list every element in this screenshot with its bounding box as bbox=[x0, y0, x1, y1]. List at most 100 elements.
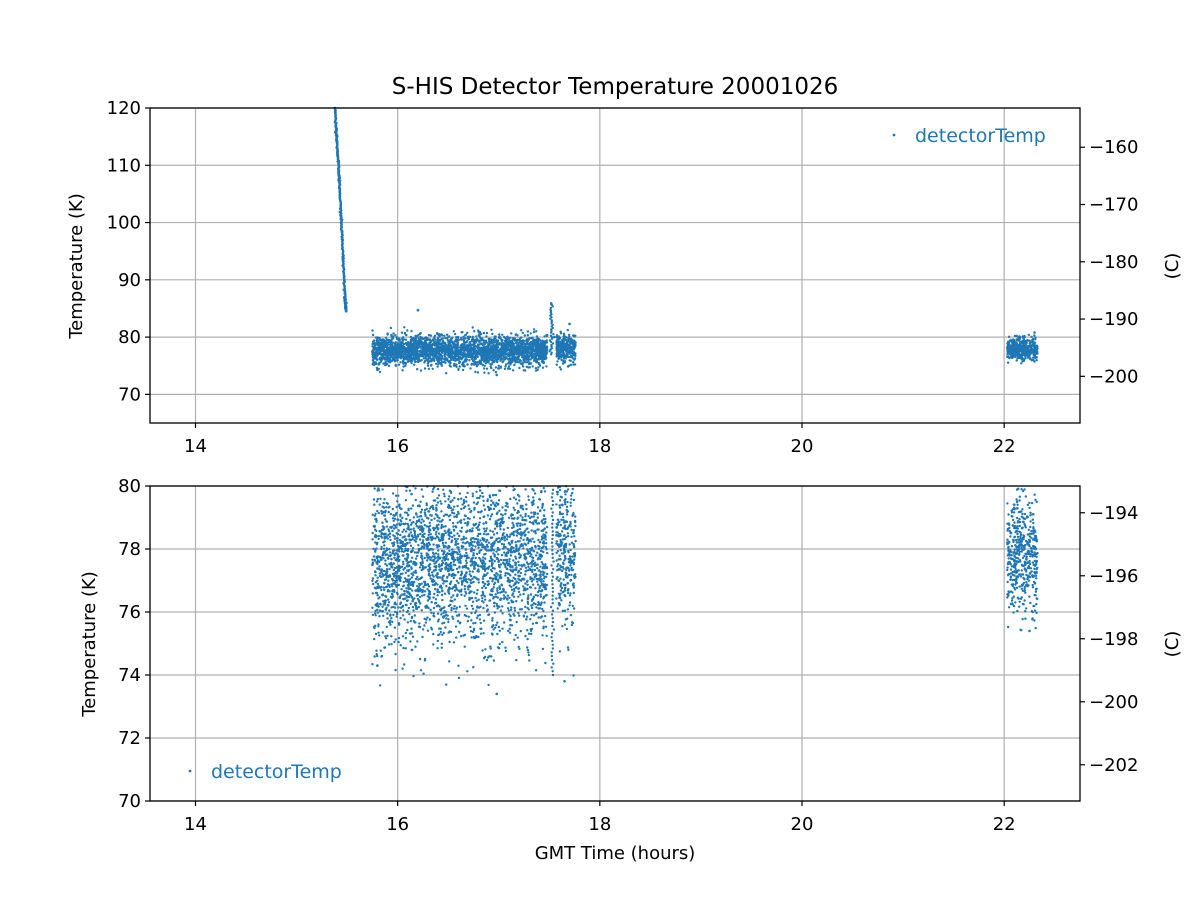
data-point bbox=[387, 364, 391, 368]
data-point bbox=[550, 351, 553, 354]
data-point bbox=[518, 647, 521, 650]
data-point bbox=[440, 345, 443, 348]
data-point bbox=[545, 350, 548, 353]
data-point bbox=[427, 367, 431, 370]
data-point bbox=[482, 522, 485, 525]
data-point bbox=[437, 347, 440, 350]
data-point bbox=[558, 366, 562, 369]
data-point bbox=[519, 524, 522, 527]
data-point bbox=[512, 496, 516, 499]
data-point bbox=[474, 360, 477, 364]
data-point bbox=[494, 370, 498, 374]
data-point bbox=[377, 537, 380, 541]
data-point bbox=[402, 338, 406, 341]
data-point bbox=[533, 349, 537, 353]
data-point bbox=[508, 367, 512, 370]
data-point bbox=[513, 359, 516, 362]
data-point bbox=[530, 349, 534, 353]
data-point bbox=[379, 684, 382, 687]
data-point bbox=[476, 371, 480, 374]
data-point bbox=[527, 362, 531, 366]
data-point bbox=[522, 346, 526, 350]
data-point bbox=[410, 493, 413, 496]
data-point bbox=[421, 350, 425, 354]
data-point bbox=[448, 359, 452, 363]
data-point bbox=[388, 548, 391, 551]
data-point bbox=[404, 571, 407, 574]
data-point bbox=[492, 369, 495, 372]
data-point bbox=[485, 367, 489, 370]
data-point bbox=[428, 360, 432, 363]
data-point bbox=[419, 369, 423, 372]
data-point bbox=[1035, 359, 1038, 362]
data-point bbox=[423, 361, 426, 364]
data-point bbox=[491, 619, 494, 622]
data-point bbox=[465, 344, 468, 347]
data-point bbox=[392, 519, 395, 523]
data-point bbox=[481, 577, 485, 580]
data-point bbox=[445, 372, 448, 375]
data-point bbox=[450, 356, 453, 360]
data-point bbox=[1027, 345, 1031, 349]
data-point bbox=[474, 545, 477, 548]
x-tick-label: 16 bbox=[386, 436, 409, 457]
data-point bbox=[558, 352, 562, 356]
data-point bbox=[542, 620, 545, 623]
data-point bbox=[400, 342, 403, 346]
data-point bbox=[501, 333, 504, 336]
data-point bbox=[407, 507, 410, 510]
data-point bbox=[401, 369, 404, 372]
data-point bbox=[541, 342, 544, 346]
data-point bbox=[532, 328, 536, 331]
right-y-tick-label: −200 bbox=[1089, 366, 1138, 387]
data-point bbox=[555, 363, 558, 366]
data-point bbox=[482, 360, 486, 363]
x-tick-label: 18 bbox=[588, 436, 611, 457]
data-point bbox=[382, 526, 386, 529]
data-point bbox=[456, 546, 459, 549]
data-point bbox=[502, 594, 506, 597]
data-point bbox=[474, 370, 477, 374]
data-point bbox=[375, 653, 378, 656]
data-point bbox=[487, 350, 490, 354]
data-point bbox=[520, 344, 523, 348]
data-point bbox=[400, 548, 404, 551]
data-point bbox=[482, 527, 486, 530]
data-point bbox=[453, 332, 457, 336]
data-point bbox=[441, 356, 444, 359]
data-point bbox=[459, 553, 462, 556]
data-point bbox=[460, 338, 463, 341]
data-point bbox=[499, 359, 502, 362]
data-point bbox=[513, 337, 517, 340]
data-point bbox=[414, 360, 417, 364]
data-point bbox=[423, 343, 426, 346]
data-point bbox=[543, 509, 546, 512]
data-point bbox=[420, 582, 423, 585]
data-point bbox=[337, 175, 341, 178]
data-point bbox=[422, 672, 425, 675]
data-point bbox=[401, 635, 405, 638]
data-point bbox=[386, 360, 389, 363]
data-point bbox=[414, 338, 417, 341]
data-point bbox=[488, 359, 491, 362]
data-point bbox=[455, 343, 458, 346]
data-point bbox=[1015, 338, 1018, 341]
data-point bbox=[410, 329, 413, 333]
data-point bbox=[373, 339, 376, 342]
data-point bbox=[405, 348, 409, 351]
data-point bbox=[444, 525, 447, 528]
data-point bbox=[1035, 351, 1038, 354]
data-point bbox=[538, 346, 542, 349]
data-point bbox=[393, 357, 396, 360]
data-point bbox=[494, 336, 497, 340]
data-point bbox=[403, 326, 406, 329]
data-point bbox=[519, 593, 522, 596]
data-point bbox=[521, 523, 524, 526]
data-point bbox=[510, 332, 513, 335]
data-point bbox=[497, 367, 500, 370]
data-point bbox=[426, 362, 430, 365]
data-point bbox=[471, 570, 474, 573]
data-point bbox=[397, 363, 401, 366]
data-point bbox=[525, 519, 528, 522]
data-point bbox=[572, 363, 575, 366]
